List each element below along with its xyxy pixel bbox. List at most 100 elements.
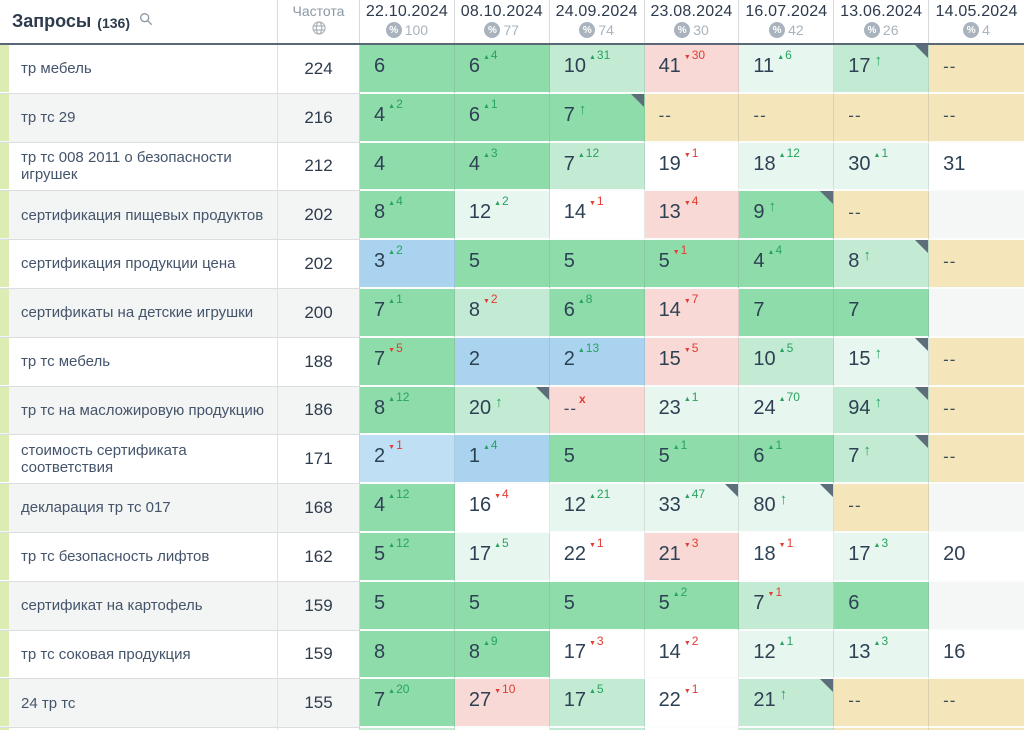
- query-cell[interactable]: сертификат на картофель: [0, 581, 278, 631]
- query-cell[interactable]: тр тс 29: [0, 93, 278, 143]
- position-cell[interactable]: 15 ▼ 5: [644, 337, 740, 387]
- position-cell[interactable]: [929, 728, 1024, 730]
- queries-header[interactable]: Запросы (136): [0, 0, 278, 43]
- position-cell[interactable]: 13 ▼ 4: [644, 191, 740, 241]
- position-cell[interactable]: 33 ▲ 47: [644, 484, 740, 533]
- position-cell[interactable]: 5: [549, 581, 645, 631]
- query-cell[interactable]: сертификаты на детские игрушки: [0, 288, 278, 338]
- position-cell[interactable]: 6 ▲ 4: [454, 45, 550, 94]
- position-cell[interactable]: 80 ↑: [739, 484, 835, 533]
- position-cell[interactable]: 30 ▲ 1: [834, 142, 930, 192]
- position-cell[interactable]: 12 ▲ 21: [549, 484, 645, 533]
- position-cell[interactable]: --: [739, 93, 835, 143]
- position-cell[interactable]: 12 ▲ 1: [739, 630, 835, 680]
- position-cell[interactable]: 7 ↑: [549, 93, 645, 143]
- query-cell[interactable]: стоимость сертификата соответствия: [0, 435, 278, 485]
- position-cell[interactable]: [644, 728, 740, 730]
- position-cell[interactable]: -- x: [549, 386, 645, 436]
- position-cell[interactable]: 20 ↑: [454, 386, 550, 436]
- position-cell[interactable]: 14 ▼ 2: [644, 630, 740, 680]
- position-cell[interactable]: 4 ▲ 2: [360, 93, 455, 143]
- position-cell[interactable]: 20: [929, 532, 1024, 582]
- position-cell[interactable]: 16: [929, 630, 1024, 680]
- position-cell[interactable]: 23 ▲ 1: [644, 386, 740, 436]
- position-cell[interactable]: 5: [549, 240, 645, 289]
- position-cell[interactable]: 7 ▼ 1: [739, 581, 835, 631]
- position-cell[interactable]: 6: [360, 45, 455, 94]
- position-cell[interactable]: 4 ▲ 3: [454, 142, 550, 192]
- frequency-header[interactable]: Частота: [278, 0, 360, 43]
- position-cell[interactable]: 17 ▼ 3: [549, 630, 645, 680]
- position-cell[interactable]: [739, 728, 835, 730]
- position-cell[interactable]: 17 ▲ 5: [454, 532, 550, 582]
- position-cell[interactable]: --: [929, 386, 1024, 436]
- position-cell[interactable]: 4 ▲ 12: [360, 484, 455, 533]
- date-column-header-08.10.2024[interactable]: 08.10.2024% 77: [455, 0, 550, 43]
- position-cell[interactable]: 6 ▲ 1: [454, 93, 550, 143]
- query-cell[interactable]: тр мебель: [0, 45, 278, 94]
- position-cell[interactable]: 5: [360, 581, 455, 631]
- position-cell[interactable]: 8 ▲ 12: [360, 386, 455, 436]
- position-cell[interactable]: 1 ▲ 4: [454, 435, 550, 485]
- position-cell[interactable]: 7 ↑: [834, 435, 930, 485]
- position-cell[interactable]: [834, 728, 930, 730]
- position-cell[interactable]: 16 ▼ 4: [454, 484, 550, 533]
- position-cell[interactable]: 5: [454, 240, 550, 289]
- position-cell[interactable]: 3 ▲ 2: [360, 240, 455, 289]
- position-cell[interactable]: 7 ▲ 1: [360, 288, 455, 338]
- position-cell[interactable]: --: [834, 191, 930, 241]
- position-cell[interactable]: --: [929, 337, 1024, 387]
- query-cell[interactable]: сертификация продукции цена: [0, 240, 278, 289]
- position-cell[interactable]: 31: [929, 142, 1024, 192]
- position-cell[interactable]: 2: [454, 337, 550, 387]
- position-cell[interactable]: 5 ▲ 12: [360, 532, 455, 582]
- query-cell[interactable]: тр тс соковая продукция: [0, 630, 278, 680]
- position-cell[interactable]: 7: [834, 288, 930, 338]
- position-cell[interactable]: 22 ▼ 1: [549, 532, 645, 582]
- position-cell[interactable]: 14 ▼ 1: [549, 191, 645, 241]
- search-icon[interactable]: [138, 11, 154, 27]
- position-cell[interactable]: 12 ▲ 2: [454, 191, 550, 241]
- position-cell[interactable]: 7 ▲ 12: [549, 142, 645, 192]
- position-cell[interactable]: [454, 728, 550, 730]
- date-column-header-23.08.2024[interactable]: 23.08.2024% 30: [645, 0, 740, 43]
- query-cell[interactable]: декларация тр тс 017: [0, 484, 278, 533]
- position-cell[interactable]: [929, 191, 1024, 241]
- position-cell[interactable]: [929, 288, 1024, 338]
- position-cell[interactable]: 10 ▲ 31: [549, 45, 645, 94]
- position-cell[interactable]: --: [929, 679, 1024, 729]
- date-column-header-24.09.2024[interactable]: 24.09.2024% 74: [550, 0, 645, 43]
- position-cell[interactable]: --: [929, 435, 1024, 485]
- position-cell[interactable]: 18 ▲ 12: [739, 142, 835, 192]
- position-cell[interactable]: [549, 728, 645, 730]
- position-cell[interactable]: 17 ↑: [834, 45, 930, 94]
- position-cell[interactable]: 21 ▼ 3: [644, 532, 740, 582]
- date-column-header-13.06.2024[interactable]: 13.06.2024% 26: [834, 0, 930, 43]
- position-cell[interactable]: [929, 581, 1024, 631]
- date-column-header-16.07.2024[interactable]: 16.07.2024% 42: [739, 0, 835, 43]
- position-cell[interactable]: [360, 728, 455, 730]
- position-cell[interactable]: 19 ▼ 1: [644, 142, 740, 192]
- position-cell[interactable]: 18 ▼ 1: [739, 532, 835, 582]
- position-cell[interactable]: [929, 484, 1024, 533]
- position-cell[interactable]: 7: [739, 288, 835, 338]
- position-cell[interactable]: 7 ▲ 20: [360, 679, 455, 729]
- position-cell[interactable]: 10 ▲ 5: [739, 337, 835, 387]
- position-cell[interactable]: 8: [360, 630, 455, 680]
- position-cell[interactable]: --: [834, 679, 930, 729]
- query-cell[interactable]: 24 тр тс: [0, 679, 278, 729]
- position-cell[interactable]: --: [834, 484, 930, 533]
- position-cell[interactable]: 5 ▲ 1: [644, 435, 740, 485]
- query-cell[interactable]: сертификация пищевых продуктов: [0, 191, 278, 241]
- position-cell[interactable]: 6 ▲ 1: [739, 435, 835, 485]
- position-cell[interactable]: 7 ▼ 5: [360, 337, 455, 387]
- position-cell[interactable]: 6: [834, 581, 930, 631]
- date-column-header-14.05.2024[interactable]: 14.05.2024% 4: [929, 0, 1024, 43]
- position-cell[interactable]: 4: [360, 142, 455, 192]
- position-cell[interactable]: 27 ▼ 10: [454, 679, 550, 729]
- position-cell[interactable]: --: [929, 93, 1024, 143]
- position-cell[interactable]: 5: [454, 581, 550, 631]
- position-cell[interactable]: --: [929, 45, 1024, 94]
- query-cell[interactable]: [0, 728, 278, 730]
- query-cell[interactable]: тр тс мебель: [0, 337, 278, 387]
